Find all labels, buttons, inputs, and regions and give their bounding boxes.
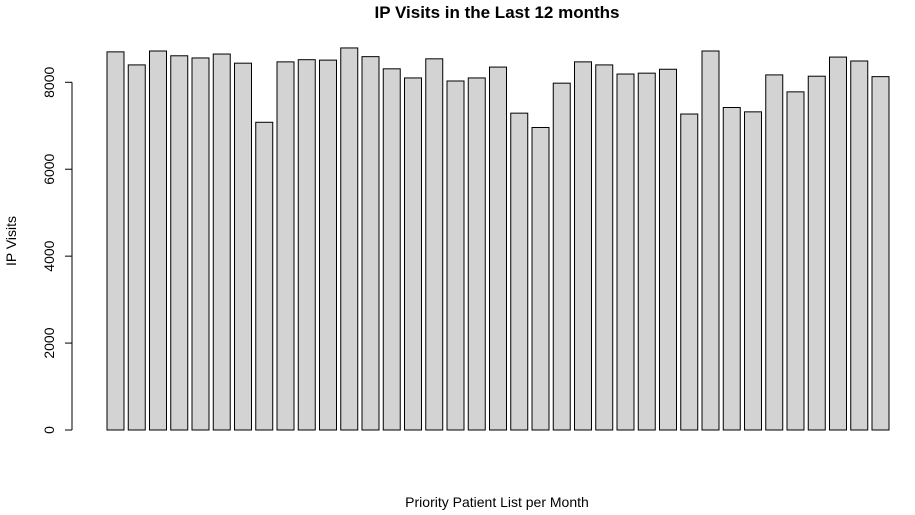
bar	[786, 91, 805, 431]
bar	[701, 50, 720, 431]
y-tick-label: 2000	[41, 327, 57, 358]
bar	[276, 61, 295, 431]
bar	[616, 73, 635, 431]
bar	[234, 62, 252, 431]
bar	[361, 56, 380, 431]
bar	[297, 59, 316, 431]
bar	[850, 60, 869, 431]
y-tick-label: 0	[41, 426, 57, 434]
bar	[637, 72, 656, 431]
bar	[552, 82, 571, 431]
bar	[829, 56, 847, 431]
bar	[212, 53, 231, 431]
bar	[489, 66, 507, 431]
y-axis: 0 2000 4000 6000 8000	[41, 67, 73, 434]
bar	[446, 80, 465, 431]
bar	[149, 50, 167, 431]
bar	[574, 61, 592, 431]
y-tick-label: 4000	[41, 240, 57, 271]
bar	[319, 59, 337, 431]
bar	[106, 51, 125, 431]
bar	[425, 58, 444, 431]
bar	[765, 74, 784, 431]
bars-group	[106, 47, 890, 431]
bar	[871, 76, 890, 431]
y-tick-label: 6000	[41, 153, 57, 184]
bar	[744, 111, 762, 431]
bar	[191, 57, 210, 431]
y-axis-label: IP Visits	[3, 216, 19, 266]
bar	[807, 75, 826, 431]
bar	[595, 64, 614, 431]
y-tick-label: 8000	[41, 67, 57, 98]
bar	[531, 126, 550, 431]
bar	[467, 77, 486, 431]
bar	[722, 107, 741, 431]
bar	[170, 55, 189, 431]
bar	[340, 47, 359, 431]
bar	[659, 68, 677, 431]
bar	[382, 68, 401, 431]
chart-title: IP Visits in the Last 12 months	[375, 3, 620, 22]
bar	[127, 64, 146, 431]
bar	[680, 113, 699, 431]
bar	[255, 121, 274, 431]
bar	[510, 112, 529, 431]
bar	[404, 77, 422, 431]
x-axis-label: Priority Patient List per Month	[405, 494, 589, 510]
